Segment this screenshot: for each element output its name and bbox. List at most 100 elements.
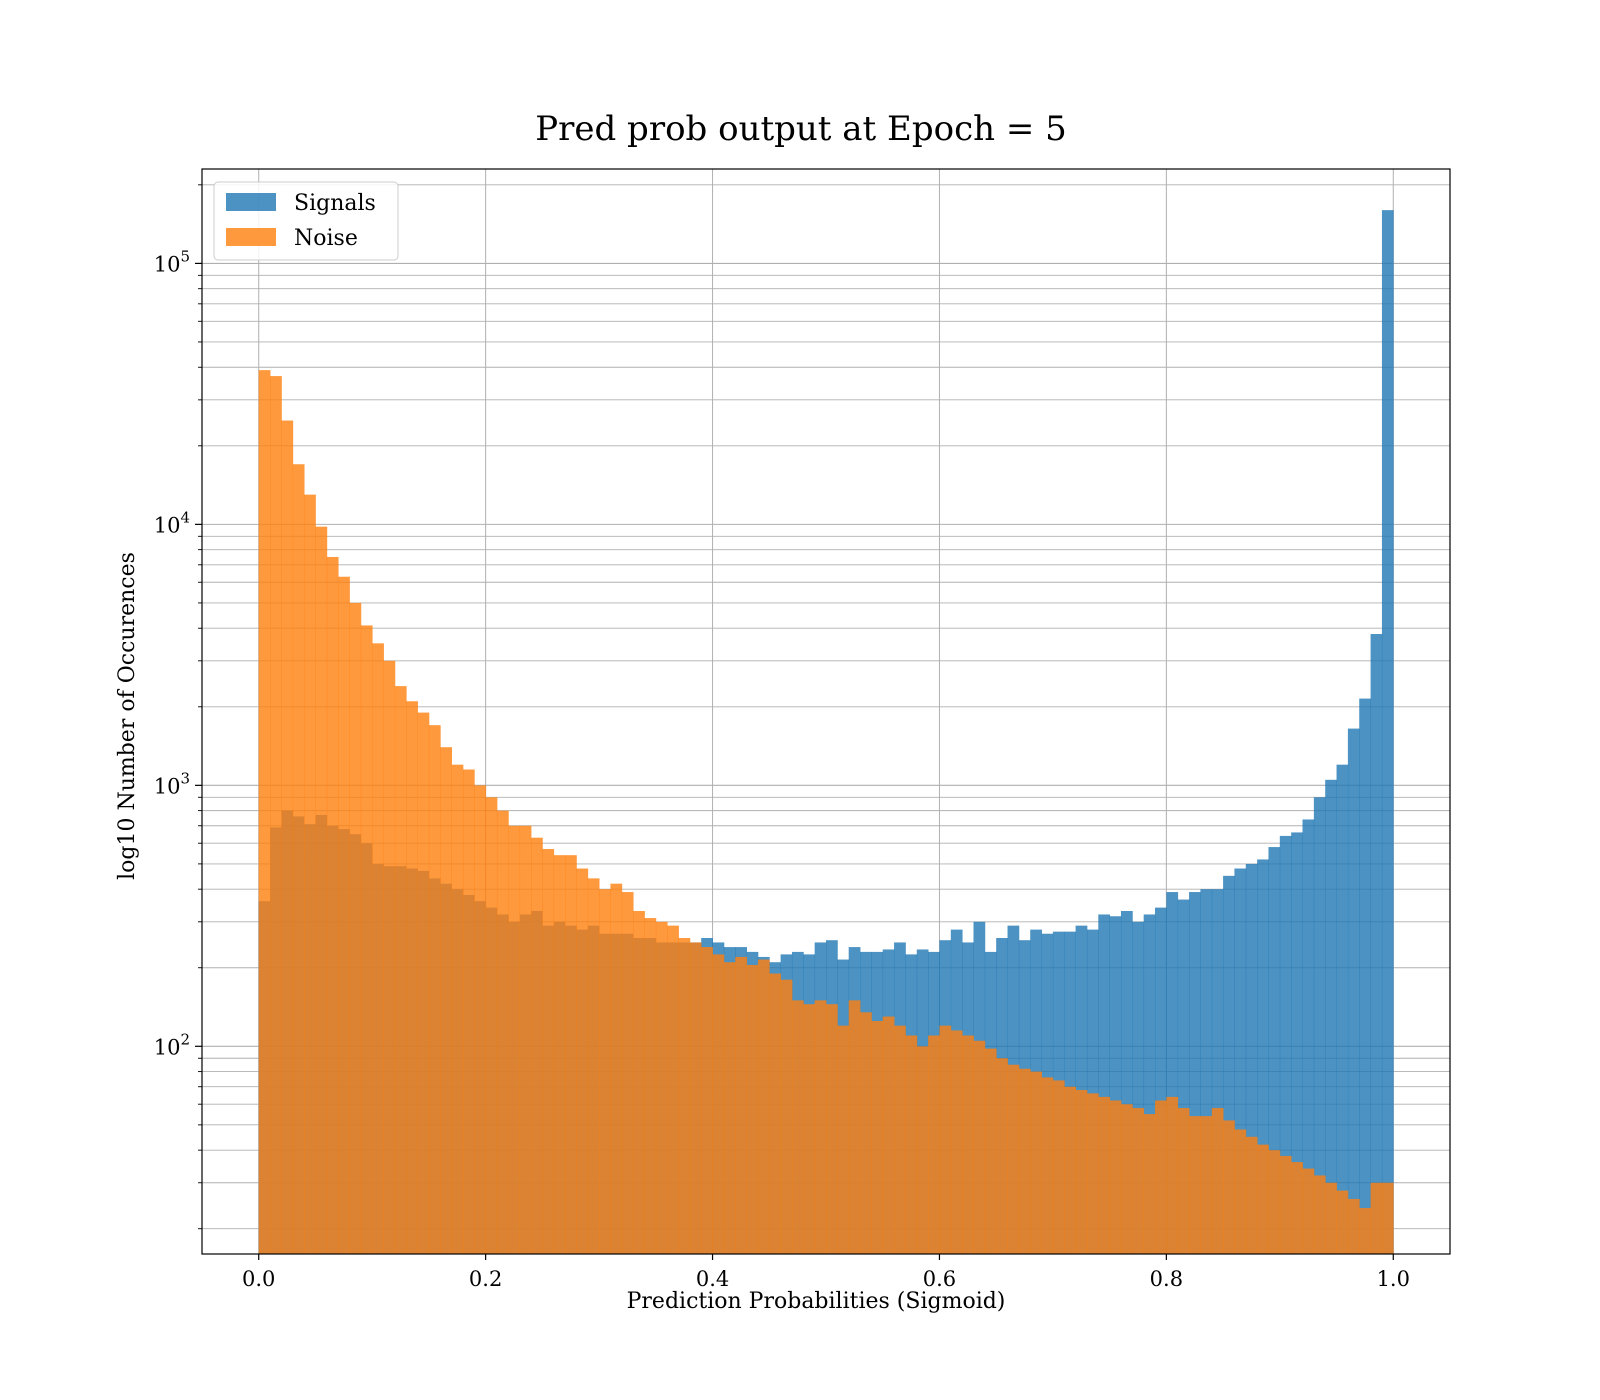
bar-noise-16 [440,747,452,1254]
chart-title: Pred prob output at Epoch = 5 [535,109,1067,149]
bar-noise-18 [462,769,475,1254]
bar-signals-86 [1234,868,1247,1254]
bar-noise-58 [916,1046,929,1254]
bar-noise-15 [428,725,441,1254]
legend: Signals Noise [213,181,399,261]
bar-noise-3 [292,464,305,1254]
bar-noise-52 [848,1000,861,1254]
bar-noise-28 [576,868,589,1254]
bar-signals-96 [1347,728,1360,1254]
bar-noise-97 [1359,1208,1371,1254]
bar-noise-59 [928,1035,940,1254]
bar-noise-17 [451,764,464,1254]
bar-noise-0 [258,370,271,1255]
bar-noise-62 [962,1035,974,1254]
bar-noise-13 [406,701,418,1254]
bar-noise-92 [1302,1168,1315,1254]
bar-noise-88 [1257,1144,1269,1254]
bar-signals-94 [1325,779,1337,1254]
plot-frame [201,168,1451,1255]
bar-noise-24 [531,837,543,1254]
bar-signals-90 [1279,835,1292,1254]
bar-noise-74 [1098,1096,1111,1254]
x-tick-label: 0.4 [696,1267,729,1291]
bar-signals-92 [1302,819,1315,1254]
bar-noise-7 [338,576,350,1254]
bar-noise-98 [1370,1182,1383,1254]
bar-noise-90 [1279,1155,1292,1254]
bar-noise-93 [1313,1175,1326,1254]
bar-noise-19 [474,785,487,1254]
bar-noise-27 [565,855,577,1254]
bar-noise-47 [791,1000,804,1254]
bar-noise-14 [417,712,430,1254]
bar-noise-75 [1109,1100,1122,1254]
bar-signals-82 [1189,892,1201,1254]
bar-noise-79 [1155,1100,1167,1254]
bar-signals-75 [1109,916,1122,1254]
bar-noise-61 [950,1030,963,1254]
bar-noise-70 [1052,1080,1065,1254]
bar-noise-71 [1064,1086,1076,1254]
bar-noise-1 [270,376,282,1254]
legend-swatch-signals [226,193,276,211]
bar-noise-22 [508,825,521,1254]
bar-noise-67 [1018,1068,1031,1254]
bar-signals-97 [1359,698,1371,1254]
bar-noise-6 [326,556,339,1254]
y-tick-label: 104 [154,508,190,537]
bar-noise-49 [814,1000,827,1254]
bar-noise-36 [667,925,679,1254]
bar-noise-4 [304,494,316,1254]
bar-noise-60 [939,1025,952,1254]
bar-noise-89 [1268,1150,1281,1254]
bar-noise-55 [882,1016,895,1254]
bar-noise-95 [1336,1190,1349,1254]
bar-noise-38 [689,942,702,1254]
bar-noise-85 [1223,1120,1235,1254]
bar-signals-79 [1155,907,1167,1254]
bar-noise-48 [803,1004,816,1254]
legend-label-noise: Noise [294,226,358,251]
bar-noise-68 [1030,1071,1042,1254]
bar-noise-43 [746,964,759,1254]
bar-signals-84 [1211,889,1224,1254]
bar-noise-96 [1347,1198,1360,1254]
x-tick-label: 0.8 [1150,1267,1183,1291]
x-axis-label: Prediction Probabilities (Sigmoid) [627,1289,1006,1314]
bar-noise-63 [973,1040,986,1254]
bar-noise-91 [1291,1162,1303,1254]
bar-noise-46 [780,979,793,1254]
bar-signals-87 [1245,863,1258,1254]
bar-signals-98 [1370,634,1383,1254]
bar-noise-87 [1245,1136,1258,1254]
bar-noise-99 [1381,1182,1394,1254]
bar-signals-76 [1120,910,1133,1254]
bar-signals-83 [1200,889,1213,1254]
bar-noise-65 [996,1058,1008,1254]
bar-noise-41 [723,962,736,1254]
bar-noise-84 [1211,1108,1224,1254]
x-tick-label: 0.0 [242,1267,275,1291]
bar-noise-44 [757,959,770,1254]
bar-noise-5 [315,526,328,1254]
bar-noise-12 [394,686,407,1254]
legend-swatch-noise [226,228,276,246]
x-tick-label: 0.6 [923,1267,956,1291]
y-tick-label: 103 [154,769,190,798]
bar-noise-66 [1007,1064,1020,1254]
bar-signals-85 [1223,875,1235,1254]
bar-noise-9 [360,625,373,1254]
bar-noise-8 [349,602,362,1254]
series-noise-bars [258,370,1394,1255]
bar-signals-93 [1313,797,1326,1254]
bar-noise-78 [1143,1114,1156,1254]
bar-noise-86 [1234,1129,1247,1254]
y-axis-ticks: 102 103 104 105 [154,184,202,1230]
bar-noise-73 [1086,1093,1099,1254]
bar-noise-77 [1132,1108,1145,1254]
bar-noise-25 [542,849,555,1254]
bar-noise-34 [644,918,657,1254]
y-tick-label: 105 [154,247,190,276]
